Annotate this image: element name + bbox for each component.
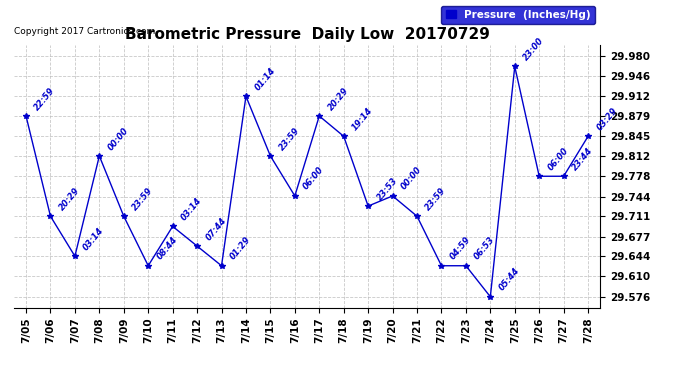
Text: 23:00: 23:00 xyxy=(522,36,546,62)
Text: 00:00: 00:00 xyxy=(400,165,424,192)
Title: Barometric Pressure  Daily Low  20170729: Barometric Pressure Daily Low 20170729 xyxy=(125,27,489,42)
Text: 20:29: 20:29 xyxy=(57,186,81,212)
Text: 23:59: 23:59 xyxy=(277,125,302,152)
Text: 01:29: 01:29 xyxy=(228,235,253,262)
Legend: Pressure  (Inches/Hg): Pressure (Inches/Hg) xyxy=(442,6,595,24)
Text: 01:14: 01:14 xyxy=(253,66,277,92)
Text: 00:00: 00:00 xyxy=(106,125,130,152)
Text: 03:14: 03:14 xyxy=(179,196,204,222)
Text: 23:44: 23:44 xyxy=(571,146,595,172)
Text: 06:00: 06:00 xyxy=(302,165,326,192)
Text: 05:44: 05:44 xyxy=(497,266,522,292)
Text: 03:29: 03:29 xyxy=(595,106,619,132)
Text: Copyright 2017 Cartronics.com: Copyright 2017 Cartronics.com xyxy=(14,27,155,36)
Text: 06:00: 06:00 xyxy=(546,146,571,172)
Text: 22:59: 22:59 xyxy=(33,86,57,112)
Text: 19:14: 19:14 xyxy=(351,106,375,132)
Text: 20:29: 20:29 xyxy=(326,86,351,112)
Text: 23:59: 23:59 xyxy=(424,186,448,212)
Text: 06:53: 06:53 xyxy=(473,235,497,262)
Text: 04:59: 04:59 xyxy=(448,235,473,262)
Text: 07:44: 07:44 xyxy=(204,216,228,242)
Text: 23:59: 23:59 xyxy=(130,186,155,212)
Text: 08:44: 08:44 xyxy=(155,235,179,262)
Text: 03:14: 03:14 xyxy=(82,226,106,252)
Text: 23:53: 23:53 xyxy=(375,176,400,202)
